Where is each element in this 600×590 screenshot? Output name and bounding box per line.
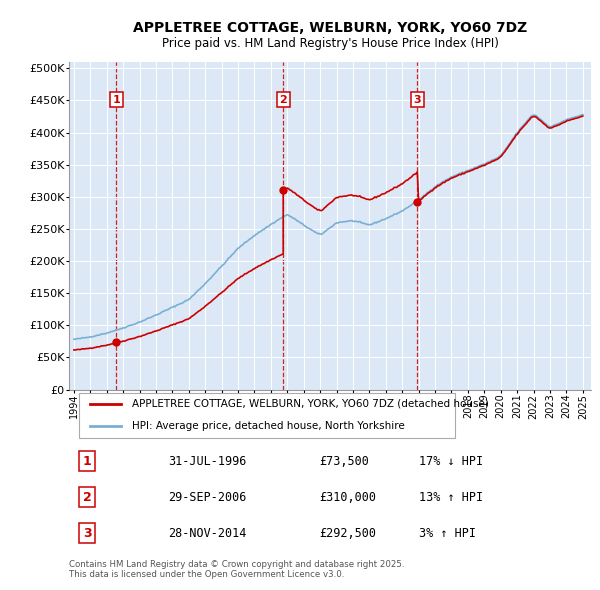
Text: Price paid vs. HM Land Registry's House Price Index (HPI): Price paid vs. HM Land Registry's House … xyxy=(161,37,499,50)
Text: 29-SEP-2006: 29-SEP-2006 xyxy=(168,490,247,504)
Text: 1: 1 xyxy=(112,94,120,104)
Text: HPI: Average price, detached house, North Yorkshire: HPI: Average price, detached house, Nort… xyxy=(131,421,404,431)
Text: 3: 3 xyxy=(83,527,92,540)
Text: 13% ↑ HPI: 13% ↑ HPI xyxy=(419,490,483,504)
Text: APPLETREE COTTAGE, WELBURN, YORK, YO60 7DZ (detached house): APPLETREE COTTAGE, WELBURN, YORK, YO60 7… xyxy=(131,399,488,409)
Text: £292,500: £292,500 xyxy=(320,527,377,540)
Text: 3% ↑ HPI: 3% ↑ HPI xyxy=(419,527,476,540)
Text: Contains HM Land Registry data © Crown copyright and database right 2025.
This d: Contains HM Land Registry data © Crown c… xyxy=(69,559,404,579)
Text: 1: 1 xyxy=(83,454,92,467)
Text: 3: 3 xyxy=(413,94,421,104)
Text: £73,500: £73,500 xyxy=(320,454,370,467)
Text: APPLETREE COTTAGE, WELBURN, YORK, YO60 7DZ: APPLETREE COTTAGE, WELBURN, YORK, YO60 7… xyxy=(133,21,527,35)
FancyBboxPatch shape xyxy=(79,393,455,438)
Text: 2: 2 xyxy=(83,490,92,504)
Text: 2: 2 xyxy=(280,94,287,104)
Text: 28-NOV-2014: 28-NOV-2014 xyxy=(168,527,247,540)
Text: £310,000: £310,000 xyxy=(320,490,377,504)
Text: 17% ↓ HPI: 17% ↓ HPI xyxy=(419,454,483,467)
Text: 31-JUL-1996: 31-JUL-1996 xyxy=(168,454,247,467)
